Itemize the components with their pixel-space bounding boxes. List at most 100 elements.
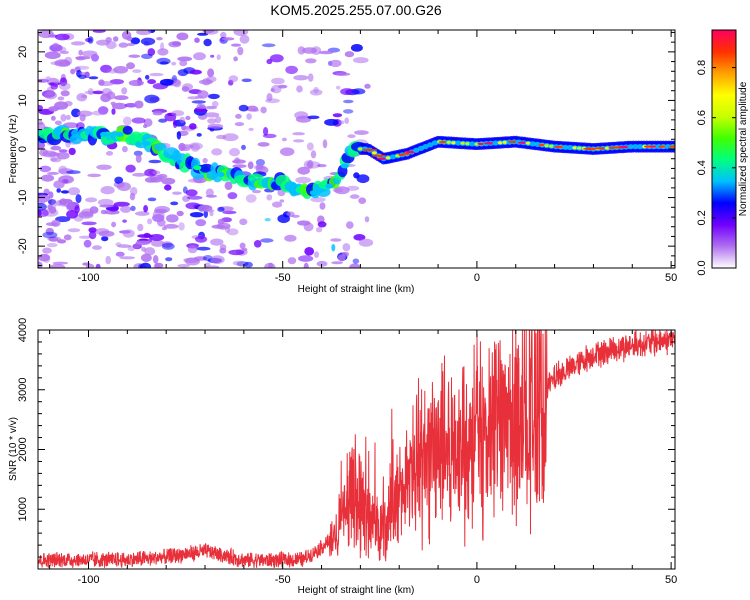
noise-blob	[145, 74, 150, 80]
x-tick-label: -50	[275, 574, 291, 586]
noise-blob	[189, 123, 197, 130]
noise-blob	[122, 145, 128, 153]
noise-blob	[316, 260, 328, 267]
noise-blob	[331, 261, 343, 265]
noise-blob	[266, 58, 273, 65]
x-tick-label: -100	[77, 272, 99, 284]
noise-blob	[247, 161, 254, 170]
spectrogram-ylabel: Frequency (Hz)	[8, 115, 19, 184]
colorbar-tick-label: 0.8	[696, 60, 708, 75]
noise-blob	[245, 194, 257, 203]
snr-xlabel: Height of straight line (km)	[298, 585, 415, 596]
noise-blob	[78, 74, 87, 80]
noise-blob	[204, 112, 220, 118]
noise-blob	[50, 83, 59, 90]
ridge-peak	[446, 140, 452, 144]
noise-blob	[232, 260, 245, 266]
noise-blob	[152, 111, 163, 116]
noise-blob	[306, 142, 314, 151]
noise-blob	[351, 88, 366, 95]
noise-blob	[227, 228, 239, 236]
noise-blob	[195, 235, 208, 243]
noise-blob	[171, 110, 185, 117]
noise-blob	[350, 44, 363, 52]
noise-blob	[47, 171, 59, 175]
ridge-spot	[216, 172, 225, 177]
noise-blob	[111, 221, 117, 228]
noise-blob	[233, 56, 238, 62]
noise-blob	[190, 143, 200, 152]
noise-blob	[207, 118, 217, 124]
noise-blob	[189, 69, 202, 75]
spectrogram-axes: -100 -50 0 50 20 10 0 -10 -20	[17, 30, 677, 284]
noise-blob	[158, 118, 168, 123]
noise-blob	[152, 254, 159, 264]
noise-blob	[185, 115, 191, 121]
noise-blob	[96, 39, 110, 46]
ridge-peak	[577, 146, 582, 150]
noise-blob	[122, 219, 127, 223]
noise-blob	[58, 149, 68, 153]
y-tick-label: 0	[17, 146, 29, 152]
noise-blob	[97, 198, 114, 206]
noise-blob	[126, 62, 135, 70]
noise-blob	[38, 78, 49, 83]
noise-blob	[198, 79, 214, 85]
noise-blob	[303, 262, 309, 268]
noise-blob	[255, 159, 265, 166]
noise-blob	[264, 262, 276, 268]
noise-blob	[143, 205, 149, 213]
noise-blob	[322, 139, 328, 149]
noise-blob	[228, 75, 239, 83]
noise-blob	[131, 117, 146, 124]
noise-blob	[136, 30, 152, 36]
noise-blob	[203, 210, 208, 218]
noise-blob	[209, 211, 214, 217]
ridge-max	[403, 152, 411, 156]
noise-blob	[68, 147, 76, 156]
noise-blob	[144, 247, 156, 256]
noise-blob	[147, 218, 153, 225]
noise-blob	[297, 166, 311, 175]
noise-blob	[311, 46, 322, 55]
noise-blob	[314, 251, 319, 258]
y-tick-label: -10	[17, 190, 29, 206]
y-tick-label: 10	[17, 94, 29, 106]
ridge-peak	[572, 146, 578, 150]
noise-blob	[87, 88, 94, 95]
noise-blob	[166, 214, 179, 223]
noise-blob	[266, 93, 273, 102]
ridge-spot	[169, 154, 178, 160]
noise-blob	[264, 218, 271, 222]
noise-blob	[128, 79, 144, 87]
x-tick-label: 50	[665, 272, 677, 284]
y-tick-label: 3000	[17, 378, 29, 402]
ridge-spot	[309, 190, 318, 196]
noise-blob	[111, 108, 116, 115]
noise-blob	[132, 243, 142, 250]
ridge-peak	[502, 140, 508, 144]
noise-blob	[89, 206, 99, 214]
noise-blob	[53, 180, 65, 189]
noise-blob	[313, 86, 319, 94]
noise-blob	[170, 201, 179, 206]
noise-blob	[88, 76, 99, 80]
noise-blob	[208, 93, 220, 100]
noise-blob	[210, 54, 215, 58]
colorbar-tick-label: 0.0	[696, 260, 708, 275]
noise-blob	[161, 242, 175, 250]
ridge-core	[636, 144, 644, 150]
x-tick-label: 0	[474, 272, 480, 284]
noise-blob	[141, 246, 147, 252]
ridge-peak	[451, 141, 456, 145]
x-tick-label: -100	[77, 574, 99, 586]
noise-blob	[147, 79, 157, 85]
ridge-peak	[465, 142, 470, 146]
noise-blob	[44, 91, 57, 100]
noise-blob	[48, 106, 59, 112]
noise-blob	[56, 188, 61, 193]
noise-blob	[92, 90, 104, 95]
noise-blob	[92, 245, 102, 250]
noise-blob	[336, 85, 341, 90]
noise-blob	[81, 50, 98, 57]
